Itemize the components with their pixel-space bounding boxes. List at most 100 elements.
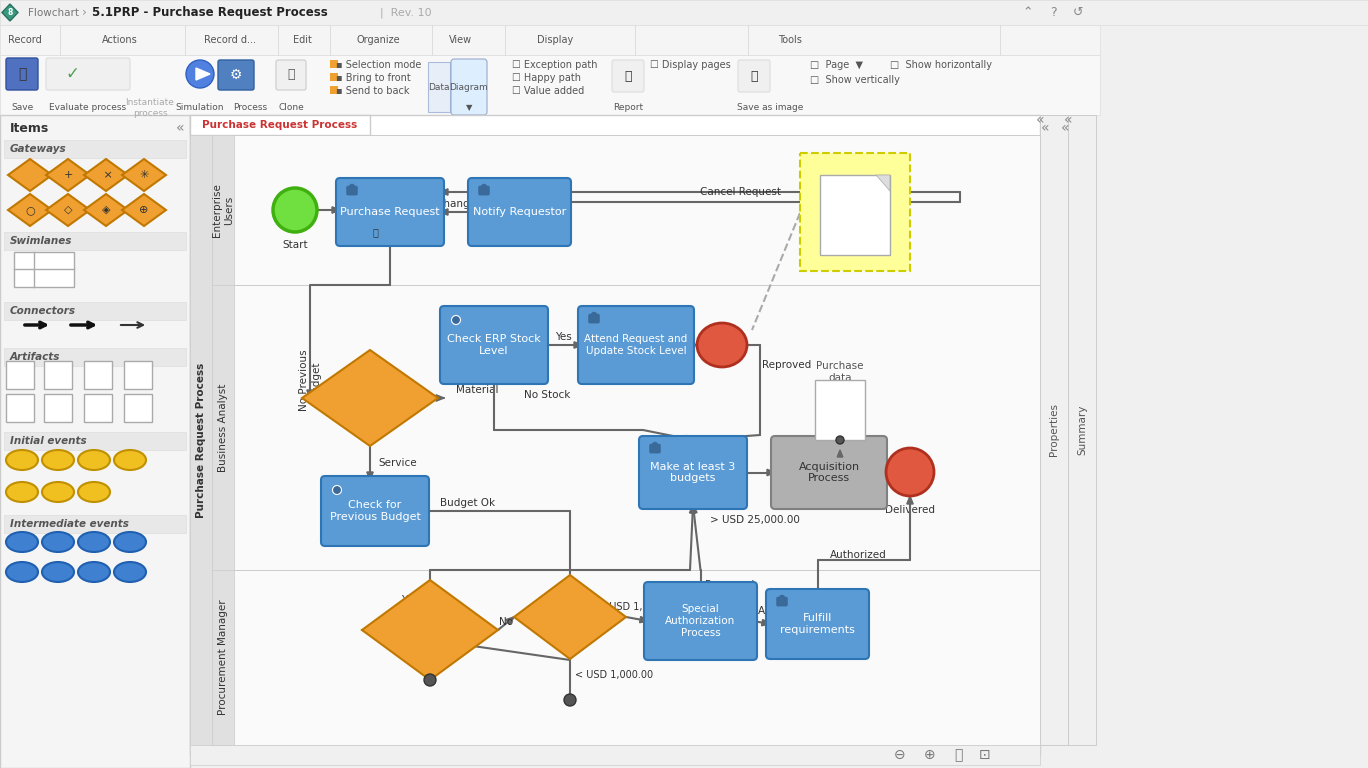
Text: Delivered: Delivered [885,505,934,515]
FancyBboxPatch shape [0,0,1368,25]
Text: ☐ Exception path: ☐ Exception path [512,60,598,70]
FancyBboxPatch shape [4,232,186,250]
FancyBboxPatch shape [83,394,112,422]
Text: Intermediate events: Intermediate events [10,519,129,529]
Text: ▪ Send to back: ▪ Send to back [337,86,409,96]
FancyBboxPatch shape [212,135,234,285]
FancyBboxPatch shape [4,140,186,158]
Polygon shape [878,470,886,476]
Text: 🖼: 🖼 [750,69,758,82]
Text: Artifacts: Artifacts [10,352,60,362]
Circle shape [653,442,658,448]
Text: ⤢: ⤢ [953,748,962,762]
FancyBboxPatch shape [1068,115,1096,745]
Text: ✓: ✓ [66,65,79,83]
Ellipse shape [114,450,146,470]
Polygon shape [694,436,702,442]
FancyBboxPatch shape [451,59,487,115]
Text: < USD 1,000.00: < USD 1,000.00 [575,670,653,680]
Text: Actions: Actions [103,35,138,45]
Polygon shape [514,575,627,659]
Text: Service: Service [378,458,417,468]
Text: Acquisition
Process: Acquisition Process [799,462,859,483]
Text: > USD 25,000.00: > USD 25,000.00 [710,515,800,525]
FancyBboxPatch shape [468,178,570,246]
Circle shape [591,313,596,317]
Ellipse shape [78,482,109,502]
Text: 📄: 📄 [372,227,378,237]
FancyBboxPatch shape [44,394,73,422]
Text: ◈: ◈ [101,205,111,215]
Polygon shape [122,194,166,226]
Text: No Stock: No Stock [524,390,570,400]
Text: Purchase
procedure: Purchase procedure [829,214,881,236]
FancyBboxPatch shape [815,380,865,440]
Text: ⧉: ⧉ [287,68,294,81]
Circle shape [482,184,487,190]
Text: Save: Save [11,104,33,112]
Text: Yes: Yes [401,595,419,605]
Text: ▼: ▼ [465,104,472,112]
Text: |  Rev. 10: | Rev. 10 [380,7,432,18]
Polygon shape [8,194,52,226]
Ellipse shape [42,532,74,552]
Text: ☐ Value added: ☐ Value added [512,86,584,96]
Circle shape [424,674,436,686]
Text: ⊕: ⊕ [140,205,149,215]
Text: □  Show horizontally: □ Show horizontally [891,60,992,70]
Ellipse shape [42,562,74,582]
FancyBboxPatch shape [212,570,1040,745]
Text: Authorized: Authorized [829,550,886,560]
Text: ⊡: ⊡ [979,748,990,762]
FancyBboxPatch shape [47,58,130,90]
FancyBboxPatch shape [190,115,369,135]
Text: Make at least 3
budgets: Make at least 3 budgets [650,462,736,483]
FancyBboxPatch shape [5,394,34,422]
Text: 8: 8 [7,8,12,17]
Text: Initial events: Initial events [10,436,86,446]
Text: «: « [175,121,185,135]
Text: Material or
Service?: Material or Service? [342,387,398,409]
Text: Change: Change [436,199,476,209]
FancyBboxPatch shape [5,58,38,90]
FancyBboxPatch shape [650,445,659,453]
Polygon shape [762,620,770,626]
Text: 💾: 💾 [18,67,26,81]
Text: ▪ Bring to front: ▪ Bring to front [337,73,410,83]
Ellipse shape [78,450,109,470]
Text: «: « [1060,121,1070,135]
Text: Properties: Properties [1049,403,1059,456]
Text: Fulfill
requirements: Fulfill requirements [780,613,855,635]
Text: ◇: ◇ [64,205,73,215]
FancyBboxPatch shape [44,361,73,389]
Polygon shape [332,207,341,214]
Polygon shape [302,350,438,446]
Polygon shape [363,628,371,634]
Text: 5.1PRP - Purchase Request Process: 5.1PRP - Purchase Request Process [92,6,328,19]
Text: Simulation: Simulation [175,104,224,112]
Polygon shape [689,505,696,513]
Text: ›: › [82,6,88,19]
Text: Check ERP Stock
Level: Check ERP Stock Level [447,334,540,356]
Polygon shape [640,617,648,623]
FancyBboxPatch shape [190,115,1040,755]
Text: +: + [695,639,706,653]
FancyBboxPatch shape [644,582,757,660]
FancyBboxPatch shape [590,314,599,323]
Polygon shape [367,472,373,480]
Text: 📄: 📄 [624,69,632,82]
FancyBboxPatch shape [330,60,338,68]
Text: Authorized: Authorized [758,606,815,616]
Text: End: End [709,339,735,352]
Text: How
much?: How much? [553,606,587,627]
Text: Procurement Manager: Procurement Manager [218,600,228,715]
Polygon shape [684,435,694,442]
Ellipse shape [78,562,109,582]
FancyBboxPatch shape [5,361,34,389]
Text: Diagram: Diagram [450,82,488,91]
Text: > USD 1,000.00: > USD 1,000.00 [598,602,676,612]
Ellipse shape [42,450,74,470]
Text: ⚙: ⚙ [230,68,242,82]
Ellipse shape [114,532,146,552]
FancyBboxPatch shape [639,436,747,509]
